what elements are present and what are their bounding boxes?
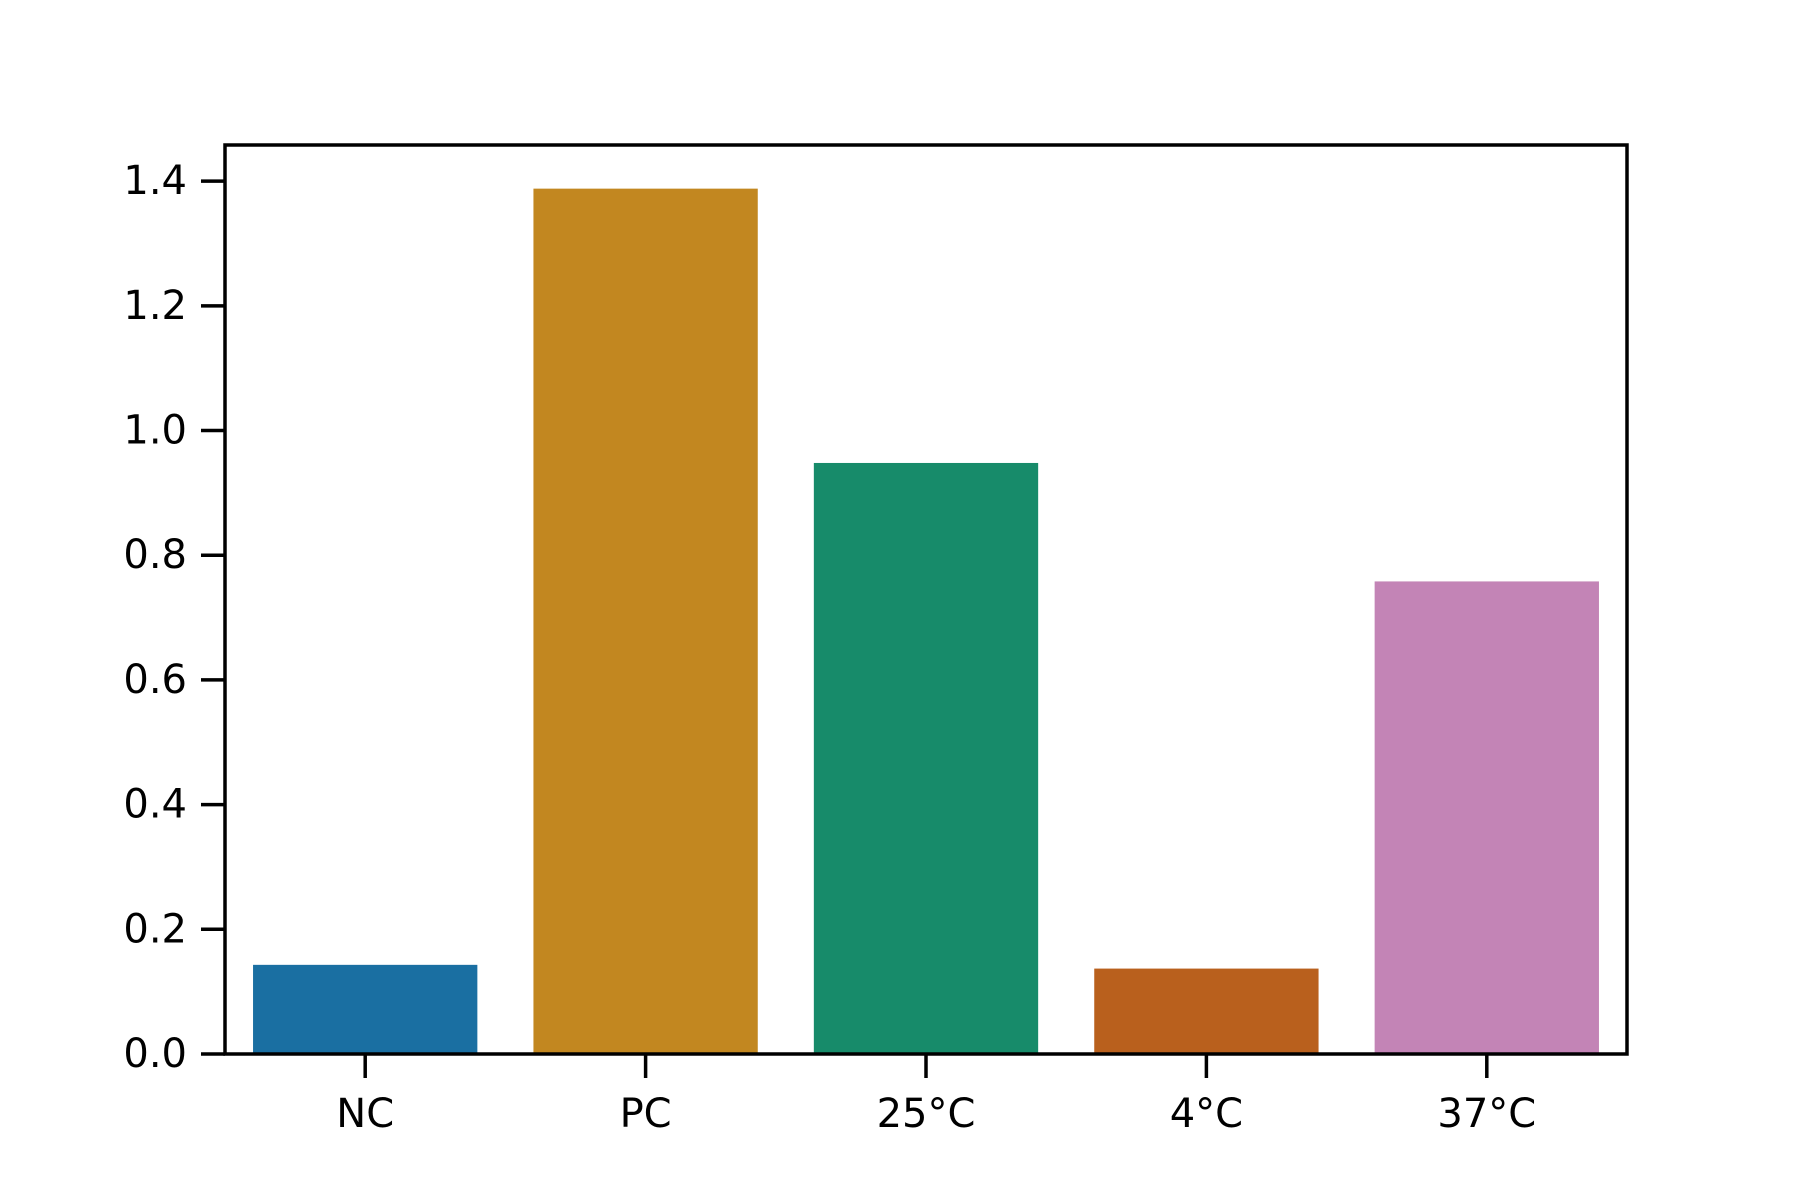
x-tick-label: NC xyxy=(336,1091,394,1137)
y-tick-label: 1.2 xyxy=(123,283,187,329)
bar-nc xyxy=(253,964,478,1054)
x-tick-label: 37°C xyxy=(1437,1091,1536,1137)
bars-group xyxy=(253,188,1599,1054)
y-tick-label: 1.0 xyxy=(123,408,187,454)
plot-frame xyxy=(223,143,1629,1056)
y-tick-label: 0.0 xyxy=(123,1031,187,1077)
y-tick-label: 0.6 xyxy=(123,657,187,703)
bar-pc xyxy=(533,188,758,1054)
bar-37c xyxy=(1374,581,1599,1054)
y-tick-label: 1.4 xyxy=(123,158,187,204)
x-tick-label: PC xyxy=(620,1091,672,1137)
x-tick-label: 4°C xyxy=(1170,1091,1243,1137)
y-tick-label: 0.4 xyxy=(123,782,187,828)
y-tick-label: 0.8 xyxy=(123,532,187,578)
x-tick-label: 25°C xyxy=(877,1091,976,1137)
y-axis: 0.0 0.2 0.4 0.6 0.8 1.0 1.2 1.4 xyxy=(123,158,225,1077)
bar-25c xyxy=(813,462,1039,1054)
y-tick-label: 0.2 xyxy=(123,906,187,952)
bar-4c xyxy=(1094,968,1319,1054)
x-axis: NC PC 25°C 4°C 37°C xyxy=(336,1054,1536,1137)
